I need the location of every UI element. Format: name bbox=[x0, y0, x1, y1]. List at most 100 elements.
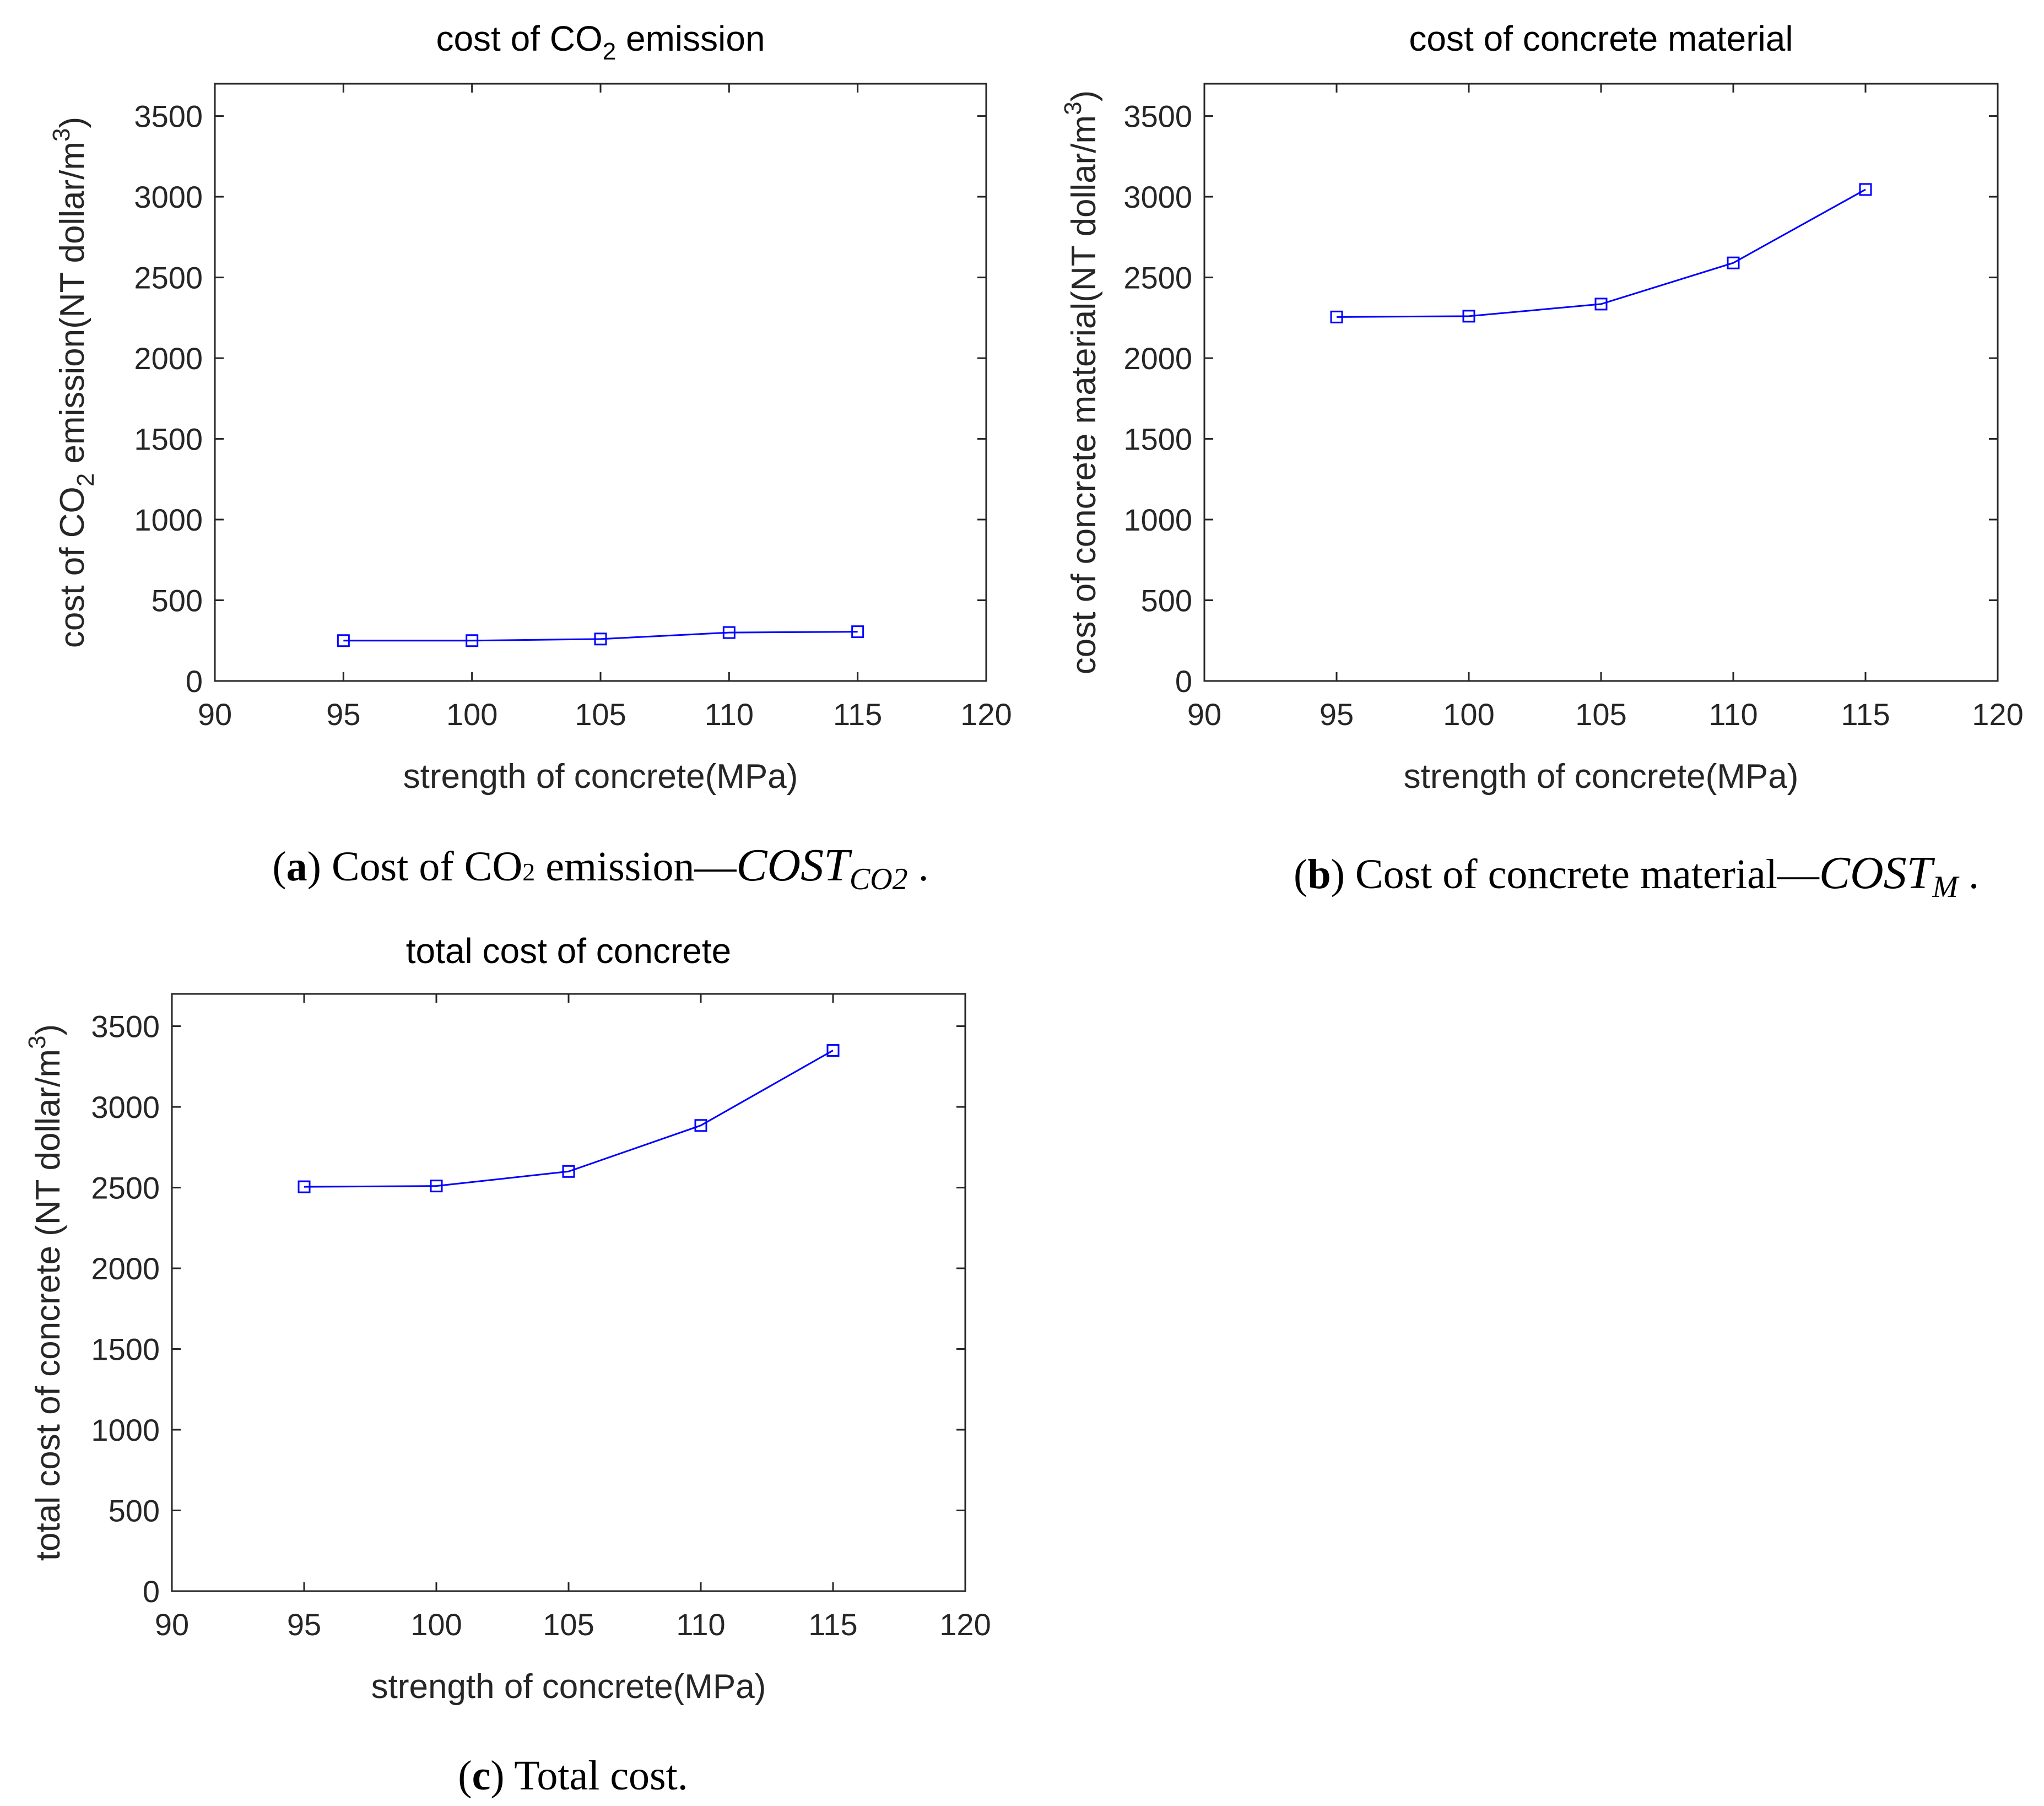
y-tick-label: 2000 bbox=[134, 341, 203, 376]
y-label-subscript: 2 bbox=[72, 473, 99, 486]
series-line bbox=[1336, 188, 1866, 318]
y-tick-label: 3500 bbox=[91, 1009, 160, 1044]
figure-caption: (c) Total cost. bbox=[458, 1753, 688, 1799]
caption-subscript: 2 bbox=[522, 858, 535, 886]
x-tick-label: 90 bbox=[1187, 697, 1221, 732]
data-point bbox=[694, 1119, 707, 1132]
caption-math-subscript: M bbox=[1932, 870, 1960, 904]
x-tick-label: 90 bbox=[198, 697, 232, 732]
x-tick-label: 110 bbox=[676, 1607, 725, 1642]
caption-paren: ( bbox=[458, 1753, 472, 1799]
y-tick-label: 2000 bbox=[1123, 341, 1192, 376]
y-tick-label: 2000 bbox=[91, 1251, 160, 1286]
y-tick-label: 500 bbox=[1141, 583, 1192, 618]
y-tick-label: 0 bbox=[1175, 664, 1192, 699]
chart-title: total cost of concrete bbox=[406, 931, 732, 971]
data-point bbox=[1594, 298, 1608, 311]
caption-end: . bbox=[908, 843, 929, 890]
x-tick-label: 90 bbox=[155, 1607, 189, 1642]
y-tick-label: 500 bbox=[109, 1494, 160, 1528]
y-tick-label: 3000 bbox=[91, 1090, 160, 1124]
y-tick-label: 0 bbox=[143, 1574, 160, 1609]
chart-title-main: cost of CO bbox=[436, 19, 602, 58]
data-point bbox=[1462, 310, 1475, 323]
chart-panel-b: 90 95 100 105 110 115 120 0 500 1000 1500 2000 2500 3… bbox=[1059, 19, 2024, 904]
data-point bbox=[466, 634, 479, 647]
chart-title-main: total cost of concrete bbox=[406, 931, 732, 971]
x-tick-label: 110 bbox=[1708, 697, 1758, 732]
x-tick-label: 100 bbox=[410, 1607, 462, 1642]
series-line bbox=[304, 1050, 834, 1188]
y-tick-label: 1000 bbox=[1123, 502, 1192, 537]
y-tick-label: 3000 bbox=[1123, 180, 1192, 214]
data-point bbox=[851, 625, 864, 639]
caption-text: Cost of CO bbox=[321, 843, 522, 890]
data-point bbox=[298, 1180, 311, 1193]
chart-title: cost of concrete material bbox=[1409, 19, 1793, 58]
chart-panel-c: 90 95 100 105 110 115 120 0 500 1000 1500 2000 2500 3… bbox=[24, 931, 991, 1799]
chart-title-subscript: 2 bbox=[603, 38, 616, 65]
figure-caption: (b) Cost of concrete material—COSTM . bbox=[1294, 847, 1979, 904]
x-axis-label: strength of concrete(MPa) bbox=[403, 758, 798, 796]
x-tick-label: 95 bbox=[287, 1607, 321, 1642]
caption-math: COST bbox=[1819, 847, 1935, 899]
y-label-end: ) bbox=[53, 117, 91, 128]
data-point bbox=[430, 1180, 443, 1193]
y-axis-label: cost of concrete material(NT dollar/m3) bbox=[1059, 90, 1103, 674]
x-tick-label: 115 bbox=[833, 697, 882, 732]
caption-end: . bbox=[1958, 851, 1979, 897]
y-label-superscript: 3 bbox=[24, 1035, 51, 1048]
plot-area-frame bbox=[214, 83, 987, 682]
y-tick-label: 1000 bbox=[91, 1413, 160, 1447]
y-axis-label: cost of CO2 emission(NT dollar/m3) bbox=[48, 117, 99, 648]
caption-text: Total cost. bbox=[505, 1753, 688, 1799]
x-tick-label: 120 bbox=[1972, 697, 2023, 732]
data-point bbox=[337, 634, 350, 647]
caption-label: b bbox=[1307, 851, 1331, 897]
y-label-mid: emission(NT dollar/m bbox=[53, 142, 91, 473]
series-line bbox=[343, 631, 858, 642]
x-tick-label: 115 bbox=[1841, 697, 1890, 732]
caption-math-subscript: CO2 bbox=[850, 862, 908, 896]
plot-area-frame bbox=[1203, 83, 1999, 682]
data-point bbox=[1727, 256, 1740, 269]
data-point bbox=[594, 632, 607, 646]
caption-paren: ( bbox=[272, 843, 286, 890]
x-tick-label: 105 bbox=[543, 1607, 594, 1642]
y-tick-label: 2500 bbox=[134, 261, 203, 295]
x-tick-label: 95 bbox=[1320, 697, 1354, 732]
caption-math: COST bbox=[736, 840, 852, 891]
caption-label: a bbox=[286, 843, 307, 890]
chart-title-main: cost of concrete material bbox=[1409, 19, 1793, 58]
y-label-main: total cost of concrete (NT dollar/m bbox=[29, 1049, 67, 1561]
y-label-end: ) bbox=[29, 1024, 67, 1036]
x-tick-label: 100 bbox=[1443, 697, 1494, 732]
y-label-end: ) bbox=[1065, 90, 1103, 102]
y-tick-label: 1500 bbox=[91, 1332, 160, 1367]
y-tick-label: 1000 bbox=[134, 502, 203, 537]
y-tick-label: 2500 bbox=[1123, 261, 1192, 295]
data-point bbox=[1330, 310, 1343, 323]
data-point bbox=[722, 626, 736, 639]
chart-title: cost of CO2 emission bbox=[436, 19, 765, 65]
caption-rest: emission— bbox=[535, 843, 737, 890]
y-tick-label: 0 bbox=[186, 664, 203, 699]
y-label-main: cost of CO bbox=[53, 486, 91, 648]
x-tick-label: 120 bbox=[960, 697, 1012, 732]
y-label-main: cost of concrete material(NT dollar/m bbox=[1065, 115, 1103, 674]
y-tick-label: 1500 bbox=[1123, 422, 1192, 457]
chart-title-end: emission bbox=[616, 19, 765, 58]
y-tick-label: 3500 bbox=[1123, 99, 1192, 134]
x-axis-label: strength of concrete(MPa) bbox=[371, 1668, 766, 1706]
x-tick-label: 120 bbox=[939, 1607, 991, 1642]
caption-label: c bbox=[472, 1753, 491, 1799]
plot-area-frame bbox=[171, 993, 966, 1592]
caption-paren: ) bbox=[1331, 851, 1345, 897]
y-axis-label: total cost of concrete (NT dollar/m3) bbox=[24, 1024, 67, 1561]
data-point bbox=[1859, 183, 1872, 196]
caption-paren: ) bbox=[490, 1753, 504, 1799]
x-tick-label: 100 bbox=[446, 697, 498, 732]
data-point bbox=[562, 1165, 575, 1178]
y-tick-label: 1500 bbox=[134, 422, 203, 457]
